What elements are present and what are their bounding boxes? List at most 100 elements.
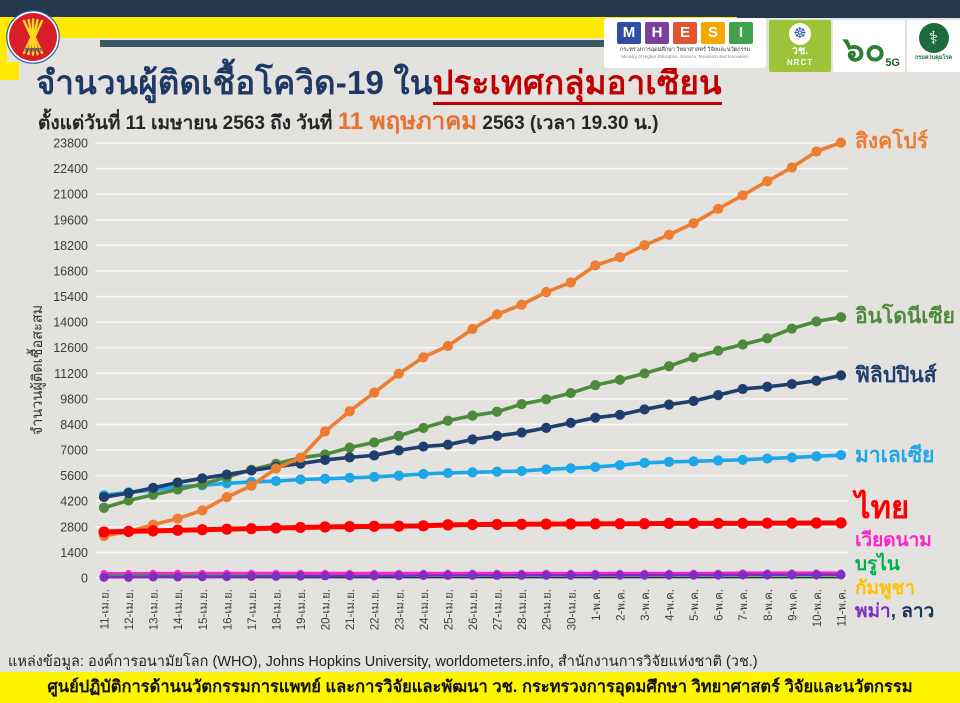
- mhesi-english-name: Ministry of Higher Education, Science, R…: [621, 54, 749, 59]
- series-dot-indonesia: [614, 374, 626, 385]
- subtitle-suffix: 2563 (เวลา 19.30 น.): [477, 113, 659, 134]
- series-dot-philippines: [565, 417, 576, 428]
- legend-label-myanmar: พม่า: [855, 601, 891, 622]
- series-dot-philippines: [516, 427, 527, 438]
- series-dot-malaysia: [614, 460, 626, 471]
- series-dot-singapore: [221, 491, 232, 503]
- series-dot-philippines: [123, 487, 134, 499]
- series-dot-myanmar: [566, 570, 576, 580]
- series-dot-singapore: [246, 480, 257, 491]
- x-tick-label: 18-เม.ย.: [271, 589, 283, 630]
- series-dot-indonesia: [688, 352, 699, 363]
- series-dot-thailand: [294, 521, 307, 534]
- y-tick-label: 11200: [54, 367, 88, 381]
- y-axis-title: จำนวนผู้ติดเชื้อสะสม: [26, 305, 46, 436]
- series-dot-thailand: [319, 521, 331, 533]
- series-dot-myanmar: [467, 570, 478, 580]
- x-tick-label: 3-พ.ค.: [640, 589, 652, 621]
- series-dot-malaysia: [344, 472, 355, 483]
- series-dot-malaysia: [320, 473, 331, 484]
- sixty-numeral: ๖๐: [843, 31, 886, 69]
- x-tick-label: 24-เม.ย.: [419, 589, 431, 630]
- series-dot-myanmar: [787, 570, 797, 580]
- series-dot-thailand: [786, 517, 798, 529]
- x-tick-label: 19-เม.ย.: [296, 589, 308, 630]
- series-dot-indonesia: [467, 410, 478, 421]
- series-dot-thailand: [589, 518, 601, 530]
- series-dot-philippines: [737, 383, 748, 395]
- subtitle-highlight: 11 พฤษภาคม: [337, 108, 478, 135]
- legend-cambodia: กัมพูชา: [855, 579, 915, 599]
- x-tick-label: 15-เม.ย.: [198, 589, 210, 630]
- series-dot-philippines: [786, 378, 797, 390]
- y-tick-label: 15400: [53, 290, 88, 304]
- series-dot-indonesia: [762, 333, 773, 344]
- series-dot-myanmar: [713, 570, 723, 580]
- series-dot-thailand: [761, 517, 773, 529]
- series-dot-indonesia: [811, 316, 822, 327]
- series-dot-philippines: [762, 381, 773, 392]
- footer-banner: ศูนย์ปฏิบัติการด้านนวัตกรรมการแพทย์ และก…: [0, 672, 960, 703]
- series-dot-philippines: [811, 375, 822, 386]
- series-dot-philippines: [221, 469, 232, 480]
- series-dot-myanmar: [173, 572, 183, 582]
- series-dot-malaysia: [713, 455, 724, 466]
- series-dot-malaysia: [295, 474, 306, 485]
- legend-vietnam: เวียดนาม: [855, 531, 932, 551]
- series-dot-indonesia: [369, 437, 380, 448]
- series-dot-indonesia: [786, 323, 797, 334]
- y-tick-label: 16800: [53, 264, 88, 278]
- x-tick-label: 17-เม.ย.: [247, 589, 259, 630]
- nrct-english-abbrev: NRCT: [786, 58, 814, 67]
- series-dot-singapore: [442, 340, 454, 352]
- series-dot-myanmar: [590, 570, 600, 580]
- series-dot-malaysia: [688, 456, 699, 467]
- y-tick-label: 2800: [60, 520, 88, 534]
- x-tick-label: 28-เม.ย.: [517, 589, 529, 630]
- x-tick-label: 1-พ.ค.: [591, 589, 603, 621]
- series-dot-singapore: [418, 352, 429, 363]
- legend-label-vietnam: เวียดนาม: [855, 530, 932, 551]
- series-dot-malaysia: [270, 475, 282, 487]
- series-dot-malaysia: [639, 457, 650, 468]
- page-subtitle: ตั้งแต่วันที่ 11 เมษายน 2563 ถึง วันที่ …: [38, 101, 658, 140]
- series-dot-malaysia: [835, 449, 847, 461]
- legend-malaysia: มาเลเซีย: [855, 444, 934, 467]
- series-dot-myanmar: [345, 571, 355, 581]
- subtitle-prefix: ตั้งแต่วันที่ 11 เมษายน 2563 ถึง วันที่: [38, 113, 338, 134]
- legend-label-laos: , ลาว: [890, 601, 935, 622]
- series-dot-thailand: [442, 519, 454, 531]
- legend-label-thailand: ไทย: [855, 490, 910, 525]
- nrct-logo: ☸ วช. NRCT: [769, 20, 831, 72]
- x-tick-label: 4-พ.ค.: [665, 589, 677, 621]
- series-dot-malaysia: [393, 470, 404, 481]
- series-dot-indonesia: [172, 484, 183, 495]
- y-tick-label: 1400: [60, 546, 88, 560]
- title-prefix: จำนวนผู้ติดเชื้อโควิด-19 ใน: [36, 64, 433, 101]
- series-dot-myanmar: [836, 570, 846, 580]
- series-dot-singapore: [541, 287, 552, 298]
- series-dot-myanmar: [689, 570, 699, 580]
- series-dot-thailand: [491, 518, 503, 531]
- series-dot-thailand: [122, 525, 135, 537]
- y-tick-label: 8400: [60, 418, 88, 432]
- legend-brunei: บรูไน: [855, 555, 900, 575]
- y-tick-label: 19600: [53, 213, 88, 227]
- mhesi-letter-i: I: [729, 22, 753, 44]
- legend-indonesia: อินโดนีเซีย: [855, 305, 955, 328]
- top-navy-bar: [0, 0, 960, 18]
- series-dot-myanmar: [295, 571, 306, 581]
- teal-accent-bar: [100, 40, 680, 47]
- series-dot-singapore: [811, 146, 822, 157]
- series-dot-malaysia: [565, 463, 576, 474]
- series-dot-thailand: [466, 518, 479, 531]
- series-dot-indonesia: [639, 368, 650, 379]
- x-tick-label: 20-เม.ย.: [321, 589, 333, 630]
- legend-label-singapore: สิงคโปร์: [855, 130, 929, 153]
- y-tick-label: 12600: [53, 341, 88, 355]
- series-dot-singapore: [393, 368, 404, 379]
- series-dot-indonesia: [418, 422, 429, 434]
- mhesi-thai-name: กระทรวงการอุดมศึกษา วิทยาศาสตร์ วิจัยและ…: [619, 47, 751, 53]
- series-dot-singapore: [295, 452, 306, 463]
- series-dot-thailand: [835, 517, 847, 529]
